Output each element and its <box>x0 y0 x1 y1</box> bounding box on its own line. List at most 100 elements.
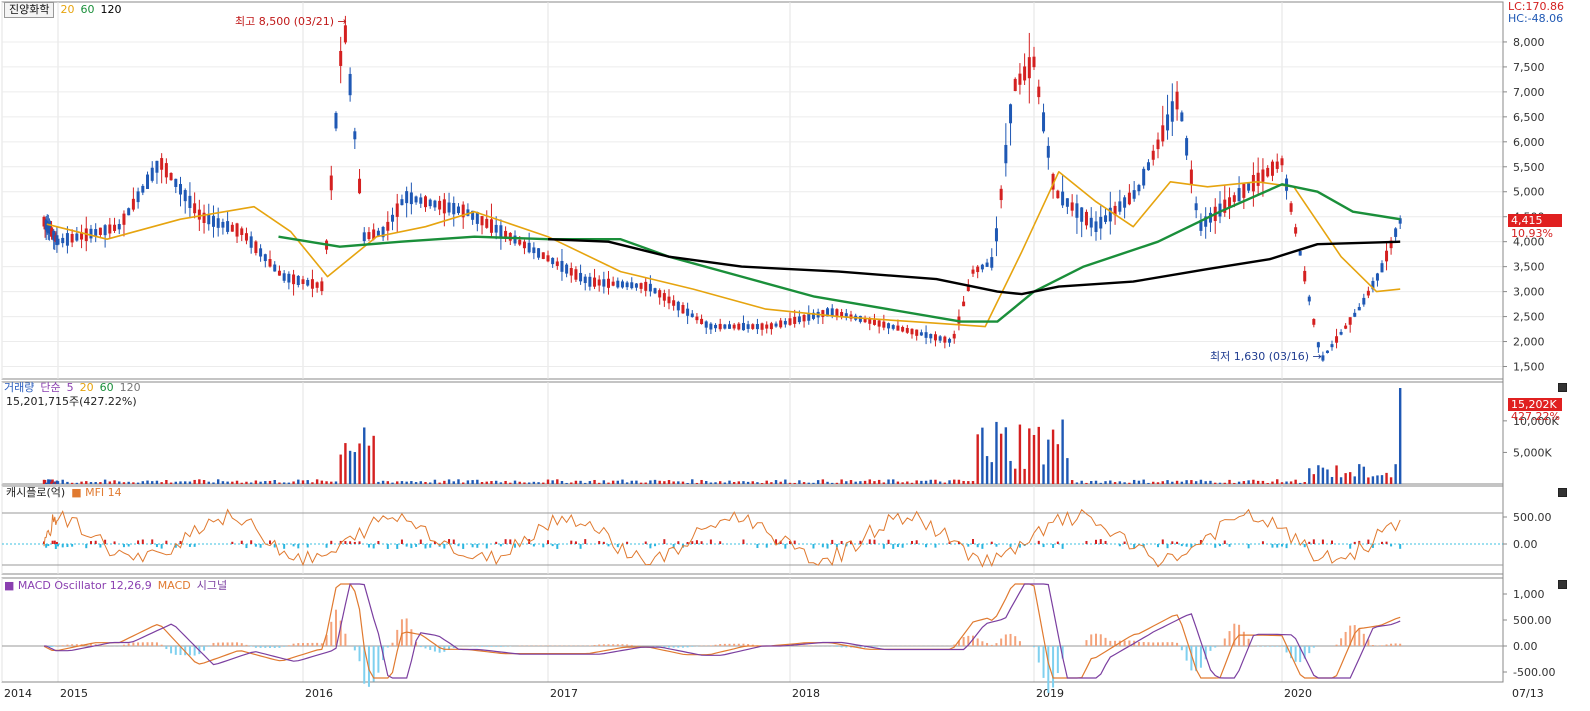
ma120-label: 120 <box>100 3 122 16</box>
candle-body <box>1046 145 1050 158</box>
candle-body <box>732 324 736 329</box>
cashflow-bar <box>1123 541 1126 544</box>
candle-body <box>287 273 291 283</box>
macd-panel-control[interactable] <box>1558 580 1567 589</box>
cashflow-bar <box>542 544 545 548</box>
volume-bar <box>840 479 843 484</box>
cashflow-bar <box>695 540 698 544</box>
candle-body <box>339 50 343 66</box>
candle-body <box>1146 162 1150 171</box>
mfi-panel-control[interactable] <box>1558 488 1567 497</box>
cashflow-bar <box>1321 539 1324 544</box>
cashflow-bar <box>850 540 852 544</box>
candle-body <box>1118 201 1122 212</box>
volume-bar <box>174 481 177 484</box>
candle-body <box>202 212 206 223</box>
cashflow-bar <box>873 539 876 544</box>
volume-bar <box>807 482 810 484</box>
volume-bar <box>47 479 50 484</box>
volume-bar <box>691 479 694 484</box>
cashflow-bar <box>1037 540 1040 544</box>
volume-panel-control[interactable] <box>1558 383 1567 392</box>
volume-bar <box>967 481 970 484</box>
volume-bar <box>732 482 736 484</box>
volume-bar <box>1014 468 1017 484</box>
macd-osc-bar <box>1299 646 1302 663</box>
candle-body <box>919 332 923 336</box>
mfi-tick-label: 0.00 <box>1513 538 1538 551</box>
macd-osc-bar <box>1052 646 1055 688</box>
volume-bar <box>410 481 413 484</box>
cashflow-bar <box>514 544 517 548</box>
cashflow-bar <box>1180 544 1183 547</box>
cashflow-bar <box>462 544 465 549</box>
change-pct-tag: 10.93% <box>1511 227 1553 240</box>
cashflow-bar <box>616 544 619 548</box>
macd-tick-label: 0.00 <box>1513 640 1538 653</box>
volume-bar <box>155 480 159 484</box>
macd-osc-bar <box>1014 636 1017 646</box>
volume-pct-tag: 427.22% <box>1511 410 1560 423</box>
candle-body <box>1371 280 1375 290</box>
candle-body <box>957 316 961 324</box>
volume-bar <box>1032 434 1036 484</box>
candle-body <box>971 269 975 274</box>
volume-value: 15,201,715주(427.22%) <box>6 395 137 408</box>
macd-osc-bar <box>1312 646 1315 648</box>
candle-body <box>1204 216 1208 227</box>
candle-body <box>522 241 526 249</box>
candle-body <box>75 233 79 241</box>
volume-bar <box>1237 481 1241 484</box>
candle-body <box>164 163 168 178</box>
macd-osc-bar <box>193 646 196 656</box>
stock-name-box[interactable]: 진양화학 <box>4 2 55 18</box>
candle-body <box>938 336 942 341</box>
volume-bar <box>934 479 937 484</box>
candle-body <box>999 188 1003 201</box>
volume-bar <box>1080 480 1083 484</box>
candle-body <box>755 324 759 330</box>
volume-bar <box>443 480 446 484</box>
macd-osc-bar <box>320 643 323 646</box>
macd-osc-bar <box>273 646 276 648</box>
volume-bar <box>779 481 782 484</box>
candle-body <box>456 206 460 214</box>
candle-body <box>391 214 395 222</box>
volume-bar <box>1094 480 1098 484</box>
cashflow-bar <box>1281 544 1283 547</box>
cashflow-bar <box>325 544 328 548</box>
candle-body <box>1335 336 1339 343</box>
cashflow-bar <box>532 544 535 547</box>
volume-bar <box>471 480 474 484</box>
cashflow-bar <box>990 541 993 544</box>
cashflow-bar <box>793 540 796 544</box>
macd-osc-bar <box>377 646 380 673</box>
cashflow-bar <box>104 539 107 544</box>
volume-bar <box>1090 481 1093 484</box>
macd-osc-bar <box>835 646 838 647</box>
candle-body <box>70 234 74 243</box>
volume-bar <box>826 481 829 484</box>
volume-bar <box>723 482 727 484</box>
volume-bar <box>537 482 540 484</box>
cashflow-bar <box>709 539 712 544</box>
volume-bar <box>649 480 652 484</box>
macd-osc-bar <box>410 629 413 646</box>
cashflow-bar <box>1308 541 1311 544</box>
price-tick-label: 5,000 <box>1513 186 1545 199</box>
price-tick-label: 3,000 <box>1513 286 1545 299</box>
volume-bar <box>560 480 564 484</box>
volume-bar <box>812 482 815 484</box>
volume-bar <box>414 482 418 484</box>
volume-bar <box>1085 482 1088 484</box>
candle-body <box>1161 125 1165 142</box>
macd-osc-bar <box>1109 640 1112 646</box>
candle-body <box>386 221 390 231</box>
vol-ma5-label: 5 <box>66 381 74 394</box>
cashflow-bar <box>89 541 92 544</box>
cashflow-bar <box>784 544 787 549</box>
macd-osc-bar <box>50 646 53 647</box>
volume-bar <box>339 454 342 484</box>
cashflow-bar <box>485 544 488 549</box>
